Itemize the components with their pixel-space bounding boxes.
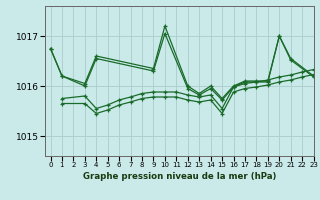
X-axis label: Graphe pression niveau de la mer (hPa): Graphe pression niveau de la mer (hPa) xyxy=(83,172,276,181)
